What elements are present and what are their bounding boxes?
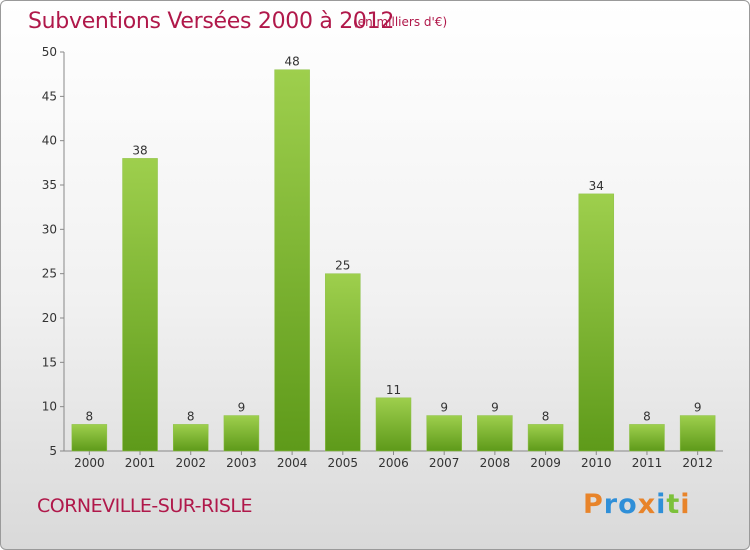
bar-value-label: 48: [284, 55, 299, 69]
logo-letter: i: [656, 489, 667, 520]
logo-letter: i: [680, 489, 691, 520]
x-tick-label: 2001: [125, 456, 156, 470]
bar-2011: [629, 424, 665, 452]
y-tick-label: 25: [42, 267, 57, 281]
chart-title: Subventions Versées 2000 à 2012: [28, 9, 395, 34]
x-tick-label: 2005: [328, 456, 359, 470]
logo-letter: o: [618, 489, 638, 520]
bar-2005: [325, 273, 361, 452]
x-tick-label: 2011: [632, 456, 663, 470]
y-tick-label: 15: [42, 355, 57, 369]
bar-value-label: 8: [187, 409, 195, 423]
bar-value-label: 9: [694, 401, 702, 415]
bar-2010: [578, 193, 615, 452]
bar-2008: [477, 415, 513, 452]
logo-letter: t: [666, 489, 681, 520]
x-tick-label: 2000: [74, 456, 105, 470]
bar-value-label: 8: [643, 409, 651, 423]
x-tick-label: 2007: [429, 456, 460, 470]
x-tick-label: 2009: [530, 456, 561, 470]
logo-letter: r: [603, 489, 619, 520]
y-tick-label: 20: [42, 311, 57, 325]
bar-2007: [426, 415, 462, 452]
commune-name: CORNEVILLE-SUR-RISLE: [37, 495, 253, 517]
bar-2001: [122, 158, 158, 452]
bar-value-label: 9: [238, 401, 246, 415]
x-tick-label: 2006: [378, 456, 409, 470]
x-tick-label: 2010: [581, 456, 612, 470]
bar-value-label: 9: [491, 401, 499, 415]
bar-2012: [679, 415, 716, 452]
x-tick-label: 2002: [175, 456, 206, 470]
bar-2004: [274, 69, 310, 452]
x-tick-label: 2008: [480, 456, 511, 470]
bar-2002: [172, 424, 209, 452]
logo-letter: P: [583, 489, 604, 520]
y-tick-label: 45: [42, 89, 57, 103]
bar-value-label: 38: [132, 143, 147, 157]
bar-2003: [223, 415, 260, 452]
bar-value-label: 8: [86, 409, 94, 423]
bar-value-label: 8: [542, 409, 550, 423]
y-tick-label: 5: [49, 444, 57, 458]
bar-value-label: 9: [440, 401, 448, 415]
bar-value-label: 11: [386, 383, 401, 397]
bar-value-label: 34: [589, 179, 604, 193]
x-tick-label: 2003: [226, 456, 257, 470]
y-tick-label: 35: [42, 178, 57, 192]
bar-2009: [527, 424, 564, 452]
y-tick-label: 50: [42, 45, 57, 59]
bar-2000: [71, 424, 108, 452]
logo-letter: x: [637, 489, 657, 520]
x-tick-label: 2012: [682, 456, 713, 470]
y-tick-label: 30: [42, 222, 57, 236]
y-tick-label: 10: [42, 400, 57, 414]
proxiti-logo[interactable]: Proxiti: [583, 489, 691, 520]
bar-2006: [375, 397, 412, 452]
x-tick-label: 2004: [277, 456, 308, 470]
y-tick-label: 40: [42, 134, 57, 148]
chart-subtitle: (en milliers d'€): [353, 15, 448, 29]
bar-value-label: 25: [335, 259, 350, 273]
